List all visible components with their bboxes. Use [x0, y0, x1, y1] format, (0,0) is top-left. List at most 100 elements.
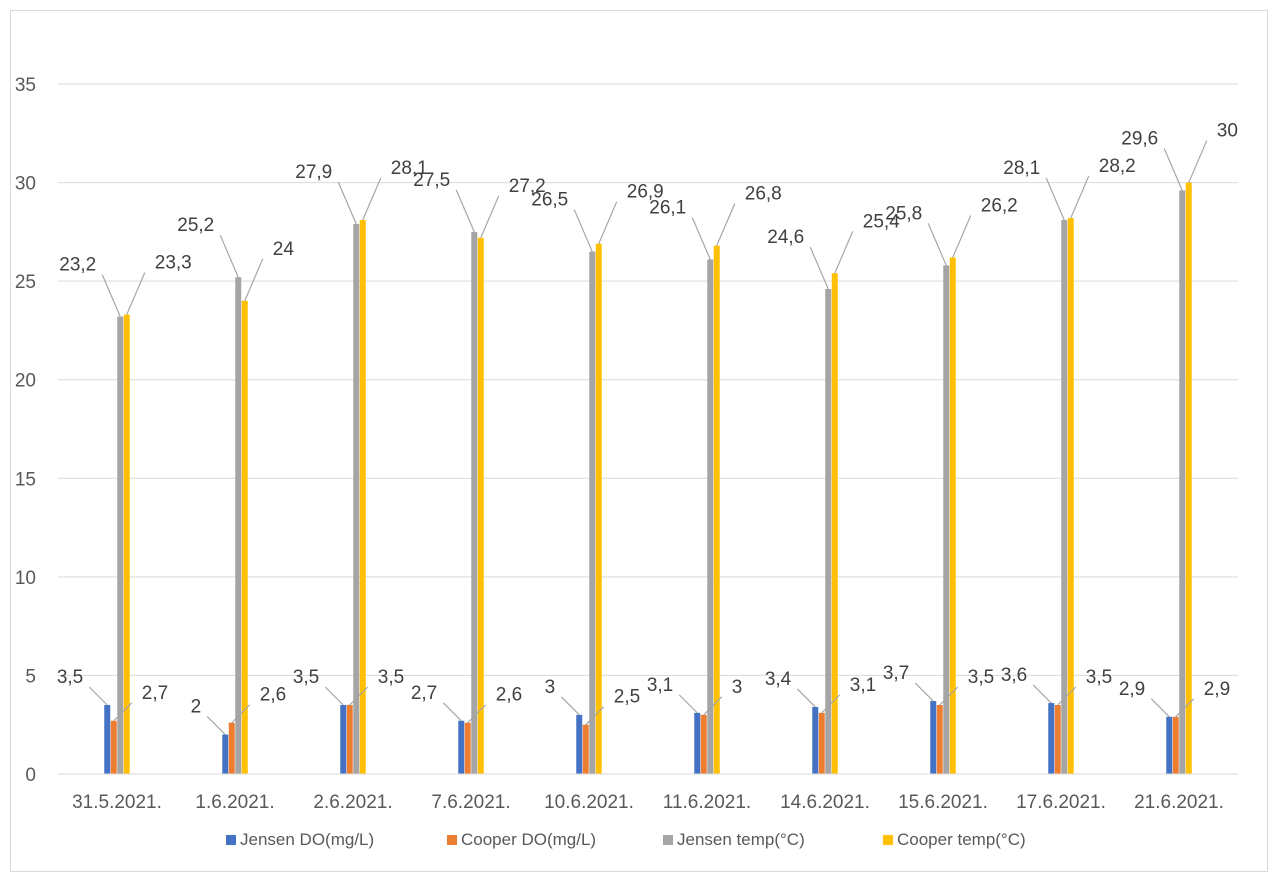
data-label-leader — [691, 217, 711, 260]
y-tick-label: 15 — [15, 469, 36, 490]
bar-3-9 — [1185, 182, 1192, 775]
x-tick-label: 11.6.2021. — [663, 792, 751, 813]
legend-entry: Jensen DO(mg/L) — [240, 830, 374, 849]
data-label: 3 — [732, 677, 743, 698]
x-tick-label: 21.6.2021. — [1134, 792, 1224, 813]
bar-1-0 — [110, 720, 117, 774]
bar-2-8 — [1061, 220, 1068, 774]
bar-3-5 — [713, 245, 720, 774]
y-tick-label: 0 — [25, 765, 36, 786]
data-label-leader — [101, 274, 121, 317]
data-label-leader — [809, 246, 829, 290]
bar-1-8 — [1054, 705, 1061, 774]
bar-0-7 — [930, 701, 937, 774]
bar-0-4 — [576, 714, 583, 774]
bar-0-0 — [104, 705, 111, 774]
data-label: 23,3 — [155, 253, 192, 274]
x-tick-label: 2.6.2021. — [313, 792, 392, 813]
data-label-leader — [678, 694, 698, 714]
data-label: 3,5 — [1086, 667, 1112, 688]
legend-swatch-0 — [226, 835, 236, 845]
y-tick-label: 25 — [15, 272, 36, 293]
data-label-leader — [939, 686, 959, 706]
data-label-leader — [337, 181, 357, 225]
data-label: 2,5 — [614, 687, 640, 708]
data-label-leader — [1057, 686, 1077, 706]
data-label-leader — [455, 189, 475, 233]
bar-3-3 — [477, 237, 484, 774]
x-tick-label: 1.6.2021. — [195, 792, 274, 813]
data-label-leader — [914, 682, 934, 702]
bar-1-4 — [582, 724, 589, 774]
data-label: 2,6 — [496, 685, 522, 706]
bar-3-8 — [1067, 218, 1074, 775]
data-label-leader — [1188, 140, 1208, 183]
bar-0-6 — [812, 706, 819, 774]
data-label: 2,7 — [142, 683, 168, 704]
x-tick-label: 10.6.2021. — [544, 792, 634, 813]
legend-entry: Cooper DO(mg/L) — [461, 830, 596, 849]
data-label: 25,2 — [177, 215, 214, 236]
data-label-leader — [480, 195, 500, 239]
data-label: 26,9 — [627, 182, 664, 203]
data-label-leader — [1150, 698, 1170, 718]
data-label-leader — [598, 201, 618, 244]
data-label-leader — [324, 686, 344, 706]
bar-1-2 — [346, 705, 353, 774]
bar-3-0 — [123, 314, 130, 774]
data-label: 24,6 — [767, 227, 804, 248]
bar-2-2 — [353, 223, 360, 774]
data-label-leader — [1175, 698, 1195, 718]
bar-3-7 — [949, 257, 956, 774]
x-tick-label: 7.6.2021. — [431, 792, 510, 813]
bar-2-1 — [235, 277, 242, 774]
data-label-leader — [585, 706, 605, 726]
data-label-leader — [703, 696, 723, 716]
data-label: 2,6 — [260, 685, 286, 706]
data-label-leader — [219, 234, 239, 278]
bar-1-3 — [464, 722, 471, 774]
data-label-leader — [952, 215, 972, 258]
data-label: 26,8 — [745, 184, 782, 205]
data-label: 3,5 — [378, 667, 404, 688]
data-label: 27,9 — [295, 162, 332, 183]
data-label: 24 — [273, 239, 295, 260]
x-tick-label: 31.5.2021. — [72, 792, 162, 813]
bar-2-5 — [707, 259, 714, 774]
data-label-leader — [1032, 684, 1052, 704]
data-label: 3,6 — [1001, 665, 1027, 686]
data-label: 28,1 — [391, 158, 428, 179]
data-label: 2 — [191, 697, 202, 718]
data-label: 3,7 — [883, 663, 909, 684]
data-label: 3,1 — [850, 675, 876, 696]
legend-entry: Jensen temp(°C) — [677, 830, 805, 849]
bar-3-2 — [359, 220, 366, 774]
y-tick-label: 20 — [15, 371, 36, 392]
data-label: 29,6 — [1121, 128, 1158, 149]
data-label: 26,1 — [649, 197, 686, 218]
data-label-leader — [362, 177, 382, 221]
bar-3-1 — [241, 300, 248, 774]
data-label-leader — [1045, 177, 1065, 221]
data-label: 23,2 — [59, 255, 96, 276]
data-label-leader — [927, 223, 947, 266]
data-label: 25,8 — [885, 203, 922, 224]
bar-1-6 — [818, 712, 825, 774]
data-label-leader — [244, 258, 264, 302]
bar-2-3 — [471, 231, 478, 774]
y-tick-label: 10 — [15, 568, 36, 589]
x-tick-label: 17.6.2021. — [1016, 792, 1106, 813]
y-tick-label: 35 — [15, 75, 36, 96]
legend-entry: Cooper temp(°C) — [897, 830, 1026, 849]
bar-2-4 — [589, 251, 596, 775]
bar-0-2 — [340, 705, 347, 774]
data-label-leader — [796, 688, 816, 708]
data-label-leader — [573, 209, 593, 252]
data-label: 3,5 — [293, 667, 319, 688]
data-label: 2,9 — [1204, 679, 1230, 700]
legend-swatch-1 — [447, 835, 457, 845]
data-label-leader — [716, 203, 736, 246]
data-label: 26,2 — [981, 195, 1018, 216]
bar-2-6 — [825, 289, 832, 774]
